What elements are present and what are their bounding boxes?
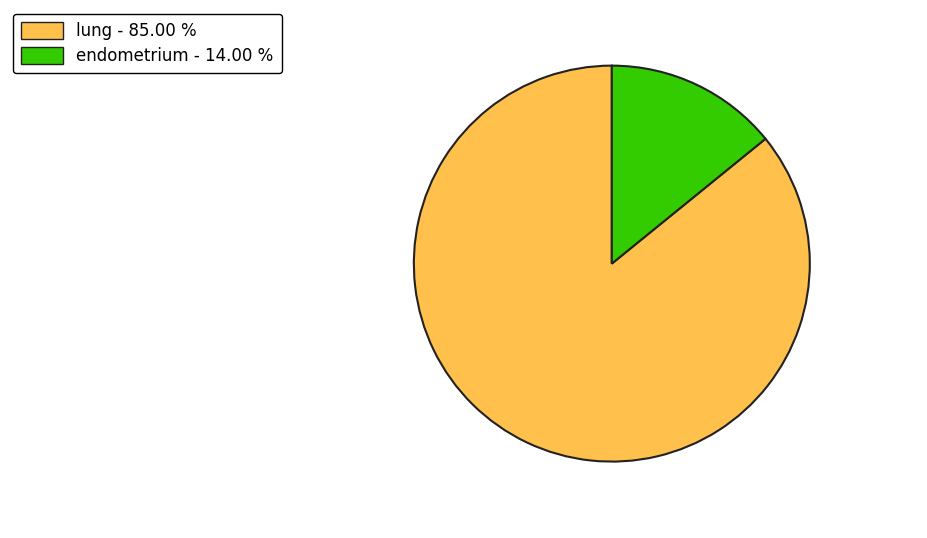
Wedge shape <box>612 66 766 264</box>
Wedge shape <box>413 66 810 462</box>
Legend: lung - 85.00 %, endometrium - 14.00 %: lung - 85.00 %, endometrium - 14.00 % <box>13 13 282 73</box>
